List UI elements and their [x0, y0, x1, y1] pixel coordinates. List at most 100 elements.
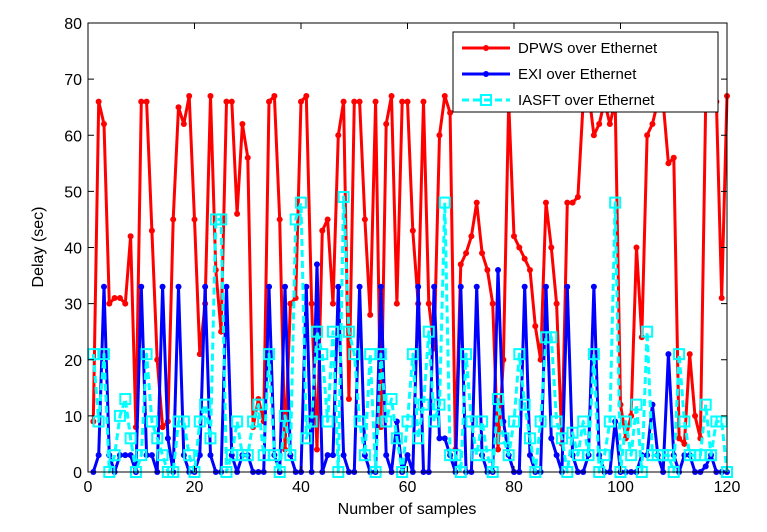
- data-point: [476, 415, 489, 428]
- legend-marker: [483, 71, 489, 77]
- data-point: [340, 452, 347, 459]
- y-tick-label: 70: [64, 72, 82, 89]
- data-point: [521, 255, 528, 262]
- data-point: [417, 398, 430, 411]
- data-point: [388, 92, 395, 99]
- data-point: [156, 449, 169, 462]
- x-axis-title: Number of samples: [338, 501, 477, 518]
- data-point: [537, 356, 544, 363]
- data-point: [356, 283, 363, 290]
- data-point: [164, 435, 171, 442]
- data-point: [263, 348, 276, 361]
- data-point: [542, 283, 549, 290]
- data-point: [422, 325, 435, 338]
- data-point: [313, 261, 320, 268]
- data-point: [276, 216, 283, 223]
- data-point: [271, 92, 278, 99]
- data-point: [436, 132, 443, 139]
- data-point: [127, 233, 134, 240]
- data-point: [681, 440, 688, 447]
- data-point: [383, 121, 390, 128]
- data-point: [282, 283, 289, 290]
- data-point: [564, 283, 571, 290]
- x-tick-label: 20: [186, 479, 204, 496]
- data-point: [303, 92, 310, 99]
- data-point: [633, 244, 640, 251]
- data-point: [326, 325, 339, 338]
- data-point: [425, 300, 432, 307]
- data-point: [553, 300, 560, 307]
- data-point: [340, 98, 347, 105]
- data-point: [545, 331, 558, 344]
- data-point: [441, 435, 448, 442]
- data-point: [353, 415, 366, 428]
- data-point: [438, 196, 451, 209]
- data-point: [473, 283, 480, 290]
- legend-marker: [483, 45, 489, 51]
- data-point: [234, 210, 241, 217]
- data-point: [241, 449, 254, 462]
- data-point: [244, 154, 251, 161]
- data-point: [603, 415, 616, 428]
- y-tick-label: 30: [64, 297, 82, 314]
- legend-label: EXI over Ethernet: [518, 66, 637, 83]
- data-point: [342, 325, 355, 338]
- data-point: [228, 98, 235, 105]
- data-point: [186, 92, 193, 99]
- data-point: [377, 283, 384, 290]
- data-point: [420, 98, 427, 105]
- data-point: [100, 121, 107, 128]
- data-point: [289, 213, 302, 226]
- data-point: [428, 415, 441, 428]
- data-point: [619, 415, 632, 428]
- legend-label: IASFT over Ethernet: [518, 92, 655, 109]
- legend-entry: IASFT over Ethernet: [462, 92, 655, 109]
- data-point: [324, 216, 331, 223]
- data-point: [106, 300, 113, 307]
- data-point: [215, 213, 228, 226]
- data-point: [100, 283, 107, 290]
- data-point: [223, 98, 230, 105]
- data-point: [193, 415, 206, 428]
- data-point: [692, 412, 699, 419]
- data-point: [473, 199, 480, 206]
- x-tick-label: 80: [505, 479, 523, 496]
- data-point: [625, 449, 638, 462]
- data-point: [358, 449, 371, 462]
- data-point: [409, 227, 416, 234]
- data-point: [457, 283, 464, 290]
- data-point: [335, 283, 342, 290]
- data-point: [92, 415, 105, 428]
- data-point: [170, 216, 177, 223]
- data-point: [609, 196, 622, 209]
- data-point: [574, 193, 581, 200]
- data-point: [523, 432, 536, 445]
- data-point: [348, 348, 361, 361]
- data-point: [670, 154, 677, 161]
- data-point: [649, 121, 656, 128]
- data-point: [481, 449, 494, 462]
- data-point: [699, 398, 712, 411]
- data-point: [196, 351, 203, 358]
- data-point: [548, 244, 555, 251]
- legend-marker: [480, 94, 492, 106]
- data-point: [319, 227, 326, 234]
- data-point: [582, 449, 595, 462]
- data-point: [148, 227, 155, 234]
- data-point: [122, 452, 129, 459]
- ticks-layer: 0 20 40 60 80 100 120 0 10 20 30 40 50 60 70 80: [64, 16, 740, 496]
- y-tick-label: 60: [64, 128, 82, 145]
- data-point: [598, 449, 611, 462]
- data-point: [279, 409, 292, 422]
- y-tick-label: 0: [73, 465, 82, 482]
- legend: DPWS over Ethernet EXI over Ethernet IASFT…: [452, 31, 719, 113]
- data-point: [577, 415, 590, 428]
- data-point: [122, 300, 129, 307]
- data-point: [313, 446, 320, 453]
- data-point: [673, 348, 686, 361]
- data-point: [116, 295, 123, 302]
- data-point: [390, 432, 403, 445]
- data-point: [345, 396, 352, 403]
- data-point: [124, 432, 137, 445]
- data-point: [479, 250, 486, 257]
